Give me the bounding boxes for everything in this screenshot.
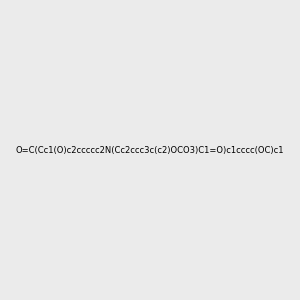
Text: O=C(Cc1(O)c2ccccc2N(Cc2ccc3c(c2)OCO3)C1=O)c1cccc(OC)c1: O=C(Cc1(O)c2ccccc2N(Cc2ccc3c(c2)OCO3)C1=… <box>16 146 284 154</box>
